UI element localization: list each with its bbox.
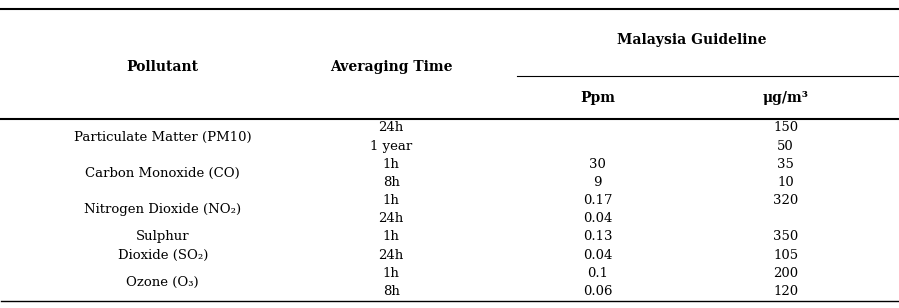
Text: Ppm: Ppm [580,91,615,104]
Text: 8h: 8h [383,176,400,189]
Text: 1 year: 1 year [370,140,413,153]
Text: 24h: 24h [378,121,404,135]
Text: Sulphur: Sulphur [136,230,190,243]
Text: 0.04: 0.04 [583,249,612,261]
Text: 120: 120 [773,285,798,298]
Text: 24h: 24h [378,249,404,261]
Text: 0.04: 0.04 [583,212,612,225]
Text: 9: 9 [593,176,601,189]
Text: Particulate Matter (PM10): Particulate Matter (PM10) [74,131,252,144]
Text: 50: 50 [778,140,794,153]
Text: 35: 35 [777,158,794,171]
Text: 350: 350 [773,230,798,243]
Text: 1h: 1h [383,158,400,171]
Text: 0.1: 0.1 [587,267,608,280]
Text: Carbon Monoxide (CO): Carbon Monoxide (CO) [85,167,240,180]
Text: 24h: 24h [378,212,404,225]
Text: 150: 150 [773,121,798,135]
Text: 200: 200 [773,267,798,280]
Text: 320: 320 [773,194,798,207]
Text: 105: 105 [773,249,798,261]
Text: Pollutant: Pollutant [127,60,199,74]
Text: 0.13: 0.13 [583,230,612,243]
Text: 1h: 1h [383,230,400,243]
Text: 0.17: 0.17 [583,194,612,207]
Text: μg/m³: μg/m³ [762,91,808,104]
Text: 8h: 8h [383,285,400,298]
Text: Ozone (O₃): Ozone (O₃) [127,276,199,289]
Text: 10: 10 [778,176,794,189]
Text: 1h: 1h [383,194,400,207]
Text: Malaysia Guideline: Malaysia Guideline [617,33,766,47]
Text: Nitrogen Dioxide (NO₂): Nitrogen Dioxide (NO₂) [85,203,241,216]
Text: 0.06: 0.06 [583,285,612,298]
Text: 1h: 1h [383,267,400,280]
Text: Averaging Time: Averaging Time [330,60,452,74]
Text: 30: 30 [589,158,606,171]
Text: Dioxide (SO₂): Dioxide (SO₂) [118,249,208,261]
